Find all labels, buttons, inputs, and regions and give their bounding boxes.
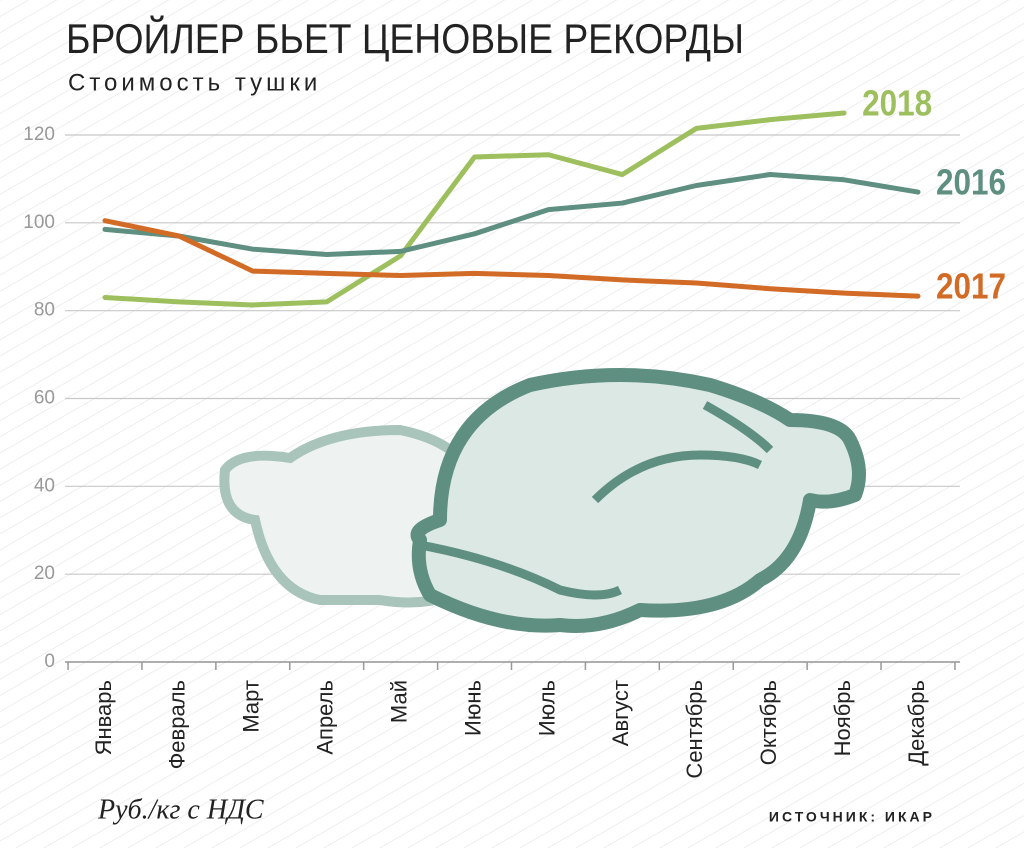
source: ИСТОЧНИК: ИКАР (769, 809, 935, 825)
x-tick-label: Декабрь (904, 680, 929, 766)
x-tick-label: Июль (534, 680, 559, 736)
chart-title: БРОЙЛЕР БЬЕТ ЦЕНОВЫЕ РЕКОРДЫ (66, 14, 744, 62)
line-series (102, 110, 847, 308)
y-tick-label: 80 (34, 300, 55, 321)
y-tick-label: 100 (23, 212, 55, 233)
line-series (102, 172, 921, 257)
x-tick-label: Май (386, 680, 411, 723)
x-tick-label: Апрель (313, 680, 338, 755)
x-tick-label: Ноябрь (830, 680, 855, 756)
line-series (102, 218, 921, 299)
x-tick-label: Сентябрь (682, 680, 707, 779)
x-tick-label: Февраль (165, 680, 190, 769)
series-label: 2018 (862, 83, 932, 124)
series-label: 2016 (936, 162, 1006, 203)
x-tick-label: Октябрь (756, 680, 781, 765)
y-tick-label: 60 (34, 388, 55, 409)
y-tick-label: 20 (34, 563, 55, 584)
series-label: 2017 (936, 266, 1006, 307)
y-tick-label: 40 (34, 475, 55, 496)
y-tick-label: 120 (23, 124, 55, 145)
unit-note: Руб./кг с НДС (97, 794, 264, 825)
x-tick-label: Март (239, 680, 264, 733)
y-tick-label: 0 (44, 651, 55, 672)
chicken-illustration (219, 368, 866, 633)
x-tick-label: Август (608, 680, 633, 746)
x-tick-label: Июнь (460, 680, 485, 736)
x-tick-label: Январь (91, 680, 116, 755)
chart-subtitle: Стоимость тушки (68, 69, 321, 96)
